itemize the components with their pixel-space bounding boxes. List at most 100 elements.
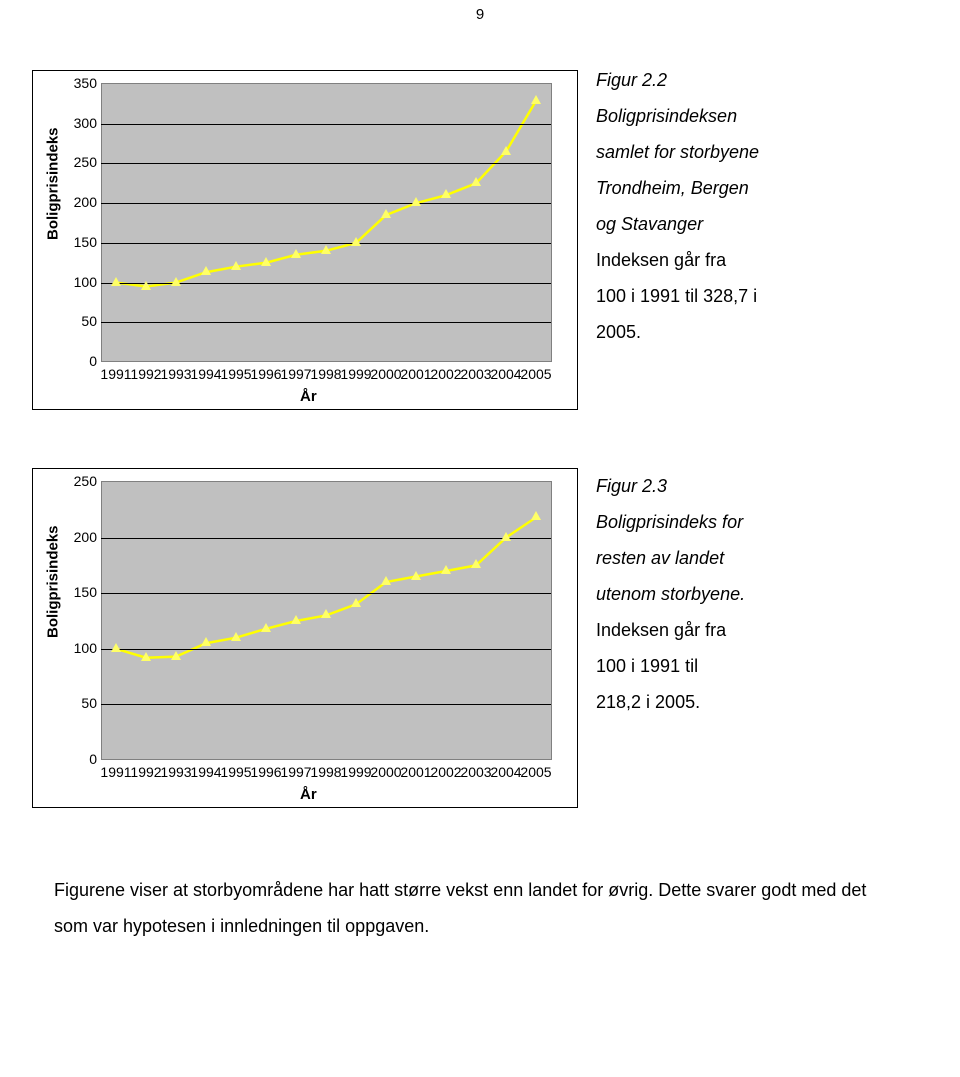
data-marker: [171, 277, 181, 286]
data-marker: [111, 277, 121, 286]
gridline: [101, 203, 551, 204]
xtick-label: 2003: [460, 764, 491, 780]
xtick-label: 1993: [160, 764, 191, 780]
chart1-xlabel: År: [300, 388, 317, 405]
xtick-label: 1999: [340, 366, 371, 382]
xtick-label: 1994: [190, 764, 221, 780]
caption-line: utenom storbyene.: [596, 576, 906, 612]
gridline: [101, 322, 551, 323]
data-marker: [531, 511, 541, 520]
data-marker: [501, 532, 511, 541]
ytick-label: 200: [49, 194, 97, 210]
gridline: [101, 124, 551, 125]
data-marker: [381, 576, 391, 585]
gridline: [101, 593, 551, 594]
data-marker: [351, 237, 361, 246]
caption-line: Boligprisindeks for: [596, 504, 906, 540]
xtick-label: 2002: [430, 764, 461, 780]
ytick-label: 150: [49, 234, 97, 250]
data-marker: [321, 609, 331, 618]
chart1-row: Boligprisindeks År 050100150200250300350…: [32, 70, 906, 410]
caption-line: resten av landet: [596, 540, 906, 576]
gridline: [101, 163, 551, 164]
body-paragraph: Figurene viser at storbyområdene har hat…: [54, 872, 894, 944]
chart1-caption: Figur 2.2 Boligprisindeksen samlet for s…: [596, 62, 906, 350]
ytick-label: 250: [49, 154, 97, 170]
xtick-label: 2004: [490, 366, 521, 382]
data-marker: [321, 245, 331, 254]
caption-line: og Stavanger: [596, 206, 906, 242]
caption-line: 100 i 1991 til 328,7 i: [596, 278, 906, 314]
data-marker: [441, 565, 451, 574]
xtick-label: 1996: [250, 366, 281, 382]
xtick-label: 2003: [460, 366, 491, 382]
data-marker: [201, 266, 211, 275]
caption-line: Trondheim, Bergen: [596, 170, 906, 206]
xtick-label: 2001: [400, 366, 431, 382]
data-marker: [501, 146, 511, 155]
xtick-label: 1998: [310, 764, 341, 780]
gridline: [101, 538, 551, 539]
data-marker: [171, 651, 181, 660]
gridline: [101, 243, 551, 244]
data-marker: [231, 261, 241, 270]
chart1-plot: [101, 83, 552, 362]
chart1: Boligprisindeks År 050100150200250300350…: [32, 70, 578, 410]
xtick-label: 1991: [100, 366, 131, 382]
xtick-label: 1993: [160, 366, 191, 382]
data-marker: [231, 632, 241, 641]
data-marker: [411, 571, 421, 580]
xtick-label: 1996: [250, 764, 281, 780]
xtick-label: 1992: [130, 764, 161, 780]
ytick-label: 100: [49, 274, 97, 290]
ytick-label: 100: [49, 640, 97, 656]
chart1-ylabel: Boligprisindeks: [45, 127, 62, 240]
caption-line: Indeksen går fra: [596, 612, 906, 648]
data-marker: [441, 189, 451, 198]
chart2-plot: [101, 481, 552, 760]
xtick-label: 1992: [130, 366, 161, 382]
ytick-label: 150: [49, 584, 97, 600]
data-marker: [291, 615, 301, 624]
data-marker: [411, 197, 421, 206]
data-marker: [141, 281, 151, 290]
data-marker: [111, 643, 121, 652]
gridline: [101, 704, 551, 705]
caption-line: Indeksen går fra: [596, 242, 906, 278]
xtick-label: 1995: [220, 366, 251, 382]
xtick-label: 1997: [280, 366, 311, 382]
xtick-label: 2002: [430, 366, 461, 382]
data-marker: [471, 177, 481, 186]
data-marker: [531, 95, 541, 104]
figure-title: Figur 2.3: [596, 468, 906, 504]
chart2-row: Boligprisindeks År 050100150200250199119…: [32, 468, 906, 808]
ytick-label: 50: [49, 695, 97, 711]
gridline: [101, 283, 551, 284]
xtick-label: 2001: [400, 764, 431, 780]
data-marker: [381, 209, 391, 218]
data-marker: [141, 652, 151, 661]
ytick-label: 50: [49, 313, 97, 329]
xtick-label: 1995: [220, 764, 251, 780]
caption-line: 2005.: [596, 314, 906, 350]
page-number: 9: [476, 6, 484, 23]
caption-line: Boligprisindeksen: [596, 98, 906, 134]
xtick-label: 1994: [190, 366, 221, 382]
xtick-label: 1991: [100, 764, 131, 780]
chart2: Boligprisindeks År 050100150200250199119…: [32, 468, 578, 808]
data-marker: [261, 623, 271, 632]
xtick-label: 1998: [310, 366, 341, 382]
data-marker: [471, 559, 481, 568]
chart2-line: [101, 482, 551, 760]
data-marker: [351, 598, 361, 607]
data-marker: [291, 249, 301, 258]
xtick-label: 2005: [520, 764, 551, 780]
xtick-label: 1997: [280, 764, 311, 780]
caption-line: samlet for storbyene: [596, 134, 906, 170]
figure-title: Figur 2.2: [596, 62, 906, 98]
chart2-caption: Figur 2.3 Boligprisindeks for resten av …: [596, 468, 906, 720]
ytick-label: 0: [49, 751, 97, 767]
chart1-line: [101, 84, 551, 362]
xtick-label: 2005: [520, 366, 551, 382]
data-marker: [201, 637, 211, 646]
